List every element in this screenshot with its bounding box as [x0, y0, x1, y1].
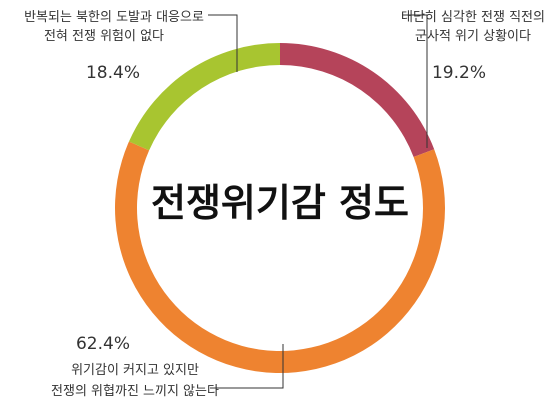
slice-label-line1-2: 반복되는 북한의 도발과 대응으로 [24, 10, 204, 25]
leader-line-0 [402, 14, 428, 148]
slice-label-line1-0: 대단히 심각한 전쟁 직전의 [401, 10, 545, 25]
donut-slice-1 [115, 141, 446, 373]
slice-label-line1-1: 위기감이 커지고 있지만 [71, 363, 199, 378]
chart-title: 전쟁위기감 정도 [151, 181, 409, 225]
slice-label-line2-0: 군사적 위기 상황이다 [415, 29, 531, 44]
donut-slice-2 [128, 43, 280, 151]
leader-line-1 [208, 14, 238, 72]
slices-group [115, 43, 446, 373]
leader-line-2 [210, 344, 284, 389]
slice-value-label-0: 19.2% [432, 63, 486, 83]
slice-value-label-2: 18.4% [86, 63, 140, 83]
donut-slice-0 [280, 43, 435, 158]
slice-value-label-1: 62.4% [76, 334, 130, 354]
leader-lines-group [208, 14, 428, 389]
slice-label-line2-2: 전혀 전쟁 위험이 없다 [44, 29, 164, 44]
slice-label-line2-1: 전쟁의 위협까진 느끼지 않는다 [51, 384, 219, 399]
